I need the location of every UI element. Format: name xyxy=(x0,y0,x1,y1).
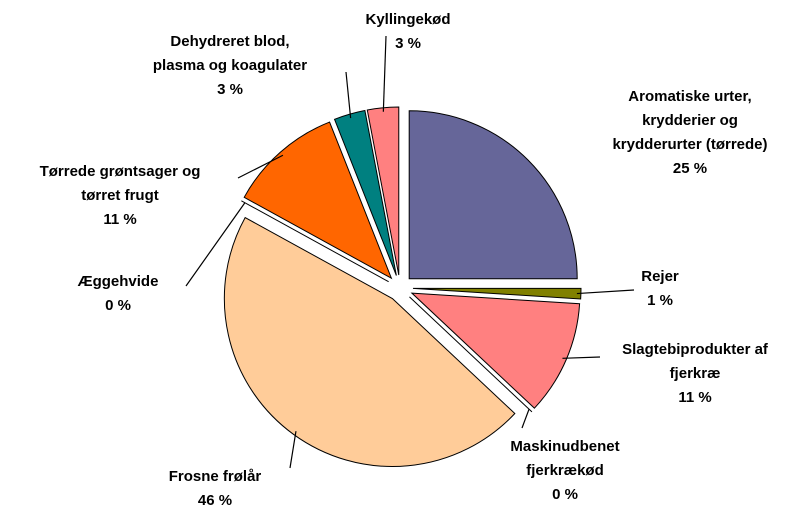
slice-label: Dehydreret blod, plasma og koagulater xyxy=(153,33,307,74)
value-label: 0 % xyxy=(552,486,578,503)
leader-line xyxy=(237,154,284,179)
value-label: 3 % xyxy=(217,81,243,98)
pie-slice xyxy=(223,216,516,467)
pie-slice xyxy=(333,109,397,276)
slice-label: Rejer xyxy=(641,268,679,285)
value-label: 46 % xyxy=(198,492,232,509)
value-label: 1 % xyxy=(647,292,673,309)
value-label: 11 % xyxy=(678,389,711,406)
slice-label: Frosne frølår xyxy=(169,468,262,485)
pie-slice xyxy=(408,110,578,280)
value-label: 11 % xyxy=(103,211,136,228)
leader-line xyxy=(289,431,297,469)
leader-line xyxy=(562,356,601,359)
leader-line xyxy=(185,202,246,287)
value-label: 3 % xyxy=(395,35,421,52)
value-label: 25 % xyxy=(673,160,707,177)
slice-label: Maskinudbenet fjerkrækød xyxy=(510,438,619,479)
slice-label: Æggehvide xyxy=(78,273,159,290)
slice-label: Tørrede grøntsager og tørret frugt xyxy=(40,163,201,204)
leader-line xyxy=(345,71,352,119)
slice-label: Aromatiske urter, krydderier og krydderurt… xyxy=(612,88,767,153)
value-label: 0 % xyxy=(105,297,131,314)
pie-slice xyxy=(243,121,393,280)
leader-line xyxy=(382,35,387,112)
pie-slice xyxy=(410,292,581,409)
pie-slice xyxy=(409,296,533,413)
slice-label: Kyllingekød xyxy=(365,11,450,28)
leader-line xyxy=(521,408,530,429)
leader-line xyxy=(576,289,635,295)
slice-label: Slagtebiprodukter af fjerkræ xyxy=(622,341,769,382)
